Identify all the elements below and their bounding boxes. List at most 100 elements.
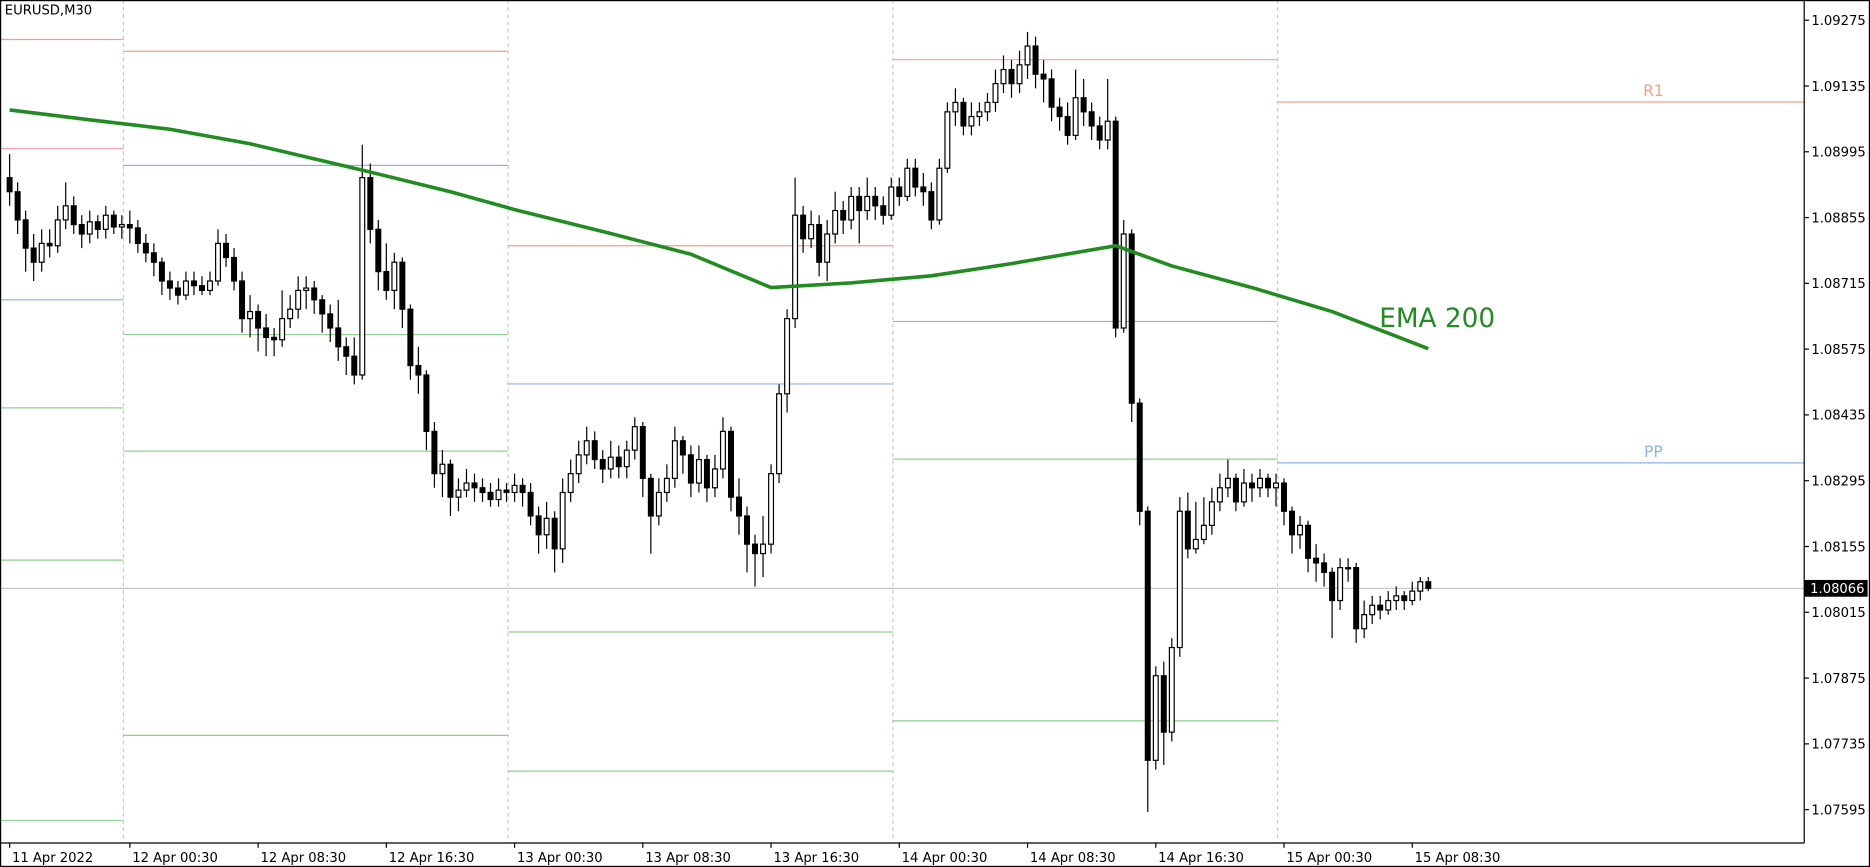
candle-body bbox=[808, 224, 815, 240]
y-tick-label: 1.09135 bbox=[1811, 80, 1865, 95]
y-tick-label: 1.07875 bbox=[1811, 672, 1865, 687]
y-tick-label: 1.07735 bbox=[1811, 738, 1865, 753]
candle-body bbox=[816, 224, 823, 263]
candle-body bbox=[1289, 510, 1296, 536]
candle-body bbox=[687, 454, 694, 484]
x-tick-label: 14 Apr 08:30 bbox=[1030, 851, 1116, 866]
current-price-label: 1.08066 bbox=[1810, 582, 1864, 597]
candle-body bbox=[583, 440, 590, 456]
y-tick-label: 1.08015 bbox=[1811, 606, 1865, 621]
candle-body bbox=[896, 186, 903, 198]
candle-body bbox=[190, 280, 197, 287]
x-tick-label: 12 Apr 08:30 bbox=[260, 851, 346, 866]
candle-body bbox=[864, 195, 871, 212]
candle-body bbox=[976, 111, 983, 118]
candle-body bbox=[503, 489, 510, 494]
candle-body bbox=[615, 456, 622, 468]
ema-label: EMA 200 bbox=[1379, 304, 1495, 334]
candle-body bbox=[1064, 115, 1071, 136]
candle-body bbox=[1128, 233, 1135, 404]
candle-body bbox=[1321, 562, 1328, 573]
candle-body bbox=[631, 426, 638, 451]
candle-body bbox=[295, 289, 302, 310]
candle-body bbox=[38, 242, 45, 263]
candle-body bbox=[1056, 106, 1063, 118]
candle-body bbox=[1337, 567, 1344, 602]
candle-body bbox=[1104, 120, 1111, 141]
candle-body bbox=[1176, 510, 1183, 649]
candle-body bbox=[703, 458, 710, 489]
x-tick-label: 15 Apr 08:30 bbox=[1415, 851, 1501, 866]
candle-body bbox=[736, 496, 742, 517]
y-tick-label: 1.08855 bbox=[1811, 211, 1865, 226]
candle-body bbox=[223, 242, 230, 259]
candle-body bbox=[1401, 595, 1408, 602]
candle-body bbox=[383, 271, 390, 292]
candle-body bbox=[399, 261, 406, 310]
candle-body bbox=[327, 313, 334, 329]
candle-body bbox=[1048, 78, 1055, 108]
x-tick-label: 13 Apr 08:30 bbox=[645, 851, 731, 866]
candle-body bbox=[279, 317, 286, 341]
candle-body bbox=[207, 280, 213, 292]
candle-body bbox=[118, 224, 125, 228]
candle-body bbox=[760, 543, 767, 555]
candle-body bbox=[511, 484, 518, 494]
pivot-label: R1 bbox=[1643, 82, 1664, 100]
candle-body bbox=[247, 310, 254, 320]
candle-body bbox=[567, 473, 574, 494]
candle-body bbox=[1144, 510, 1151, 761]
candle-body bbox=[727, 430, 734, 498]
candle-body bbox=[1264, 477, 1271, 489]
candle-body bbox=[992, 83, 999, 104]
candle-body bbox=[647, 477, 654, 517]
ema-line bbox=[9, 108, 1429, 351]
candle-body bbox=[591, 440, 598, 461]
y-tick-label: 1.08155 bbox=[1811, 540, 1865, 555]
candle-body bbox=[1273, 482, 1279, 489]
candle-body bbox=[952, 101, 959, 113]
candle-body bbox=[1369, 604, 1376, 616]
candle-body bbox=[174, 287, 181, 296]
candle-body bbox=[367, 177, 374, 230]
candle-body bbox=[912, 167, 919, 188]
candle-body bbox=[840, 209, 847, 221]
candle-body bbox=[535, 515, 542, 536]
candle-body bbox=[423, 374, 430, 432]
candle-body bbox=[215, 242, 222, 282]
candle-body bbox=[455, 489, 462, 498]
candle-body bbox=[198, 285, 205, 292]
candle-body bbox=[1409, 590, 1416, 602]
candle-body bbox=[968, 115, 975, 127]
candle-body bbox=[904, 167, 911, 198]
y-tick-label: 1.09275 bbox=[1811, 14, 1865, 29]
candle-body bbox=[359, 177, 366, 376]
candle-body bbox=[711, 468, 718, 489]
candle-body bbox=[158, 261, 165, 282]
x-tick-label: 14 Apr 16:30 bbox=[1158, 851, 1244, 866]
chart-title: EURUSD,M30 bbox=[5, 3, 92, 18]
candle-body bbox=[46, 242, 53, 247]
candle-body bbox=[231, 256, 238, 282]
candle-body bbox=[1112, 120, 1119, 329]
candle-body bbox=[415, 364, 422, 376]
candle-body bbox=[126, 224, 133, 229]
candle-body bbox=[1096, 125, 1103, 141]
candle-body bbox=[607, 456, 614, 470]
x-tick-label: 12 Apr 16:30 bbox=[389, 851, 475, 866]
x-tick-label: 12 Apr 00:30 bbox=[132, 851, 218, 866]
candle-body bbox=[431, 430, 438, 475]
candle-body bbox=[623, 449, 630, 468]
y-tick-label: 1.08435 bbox=[1811, 409, 1865, 424]
candle-body bbox=[1313, 557, 1320, 564]
candle-body bbox=[1184, 510, 1191, 550]
y-tick-label: 1.07595 bbox=[1811, 803, 1865, 818]
candle-body bbox=[1040, 73, 1047, 80]
candle-body bbox=[1240, 482, 1247, 503]
candle-body bbox=[575, 454, 582, 475]
candle-body bbox=[142, 242, 149, 254]
candle-body bbox=[1281, 482, 1288, 512]
pivot-label: PP bbox=[1644, 443, 1663, 461]
